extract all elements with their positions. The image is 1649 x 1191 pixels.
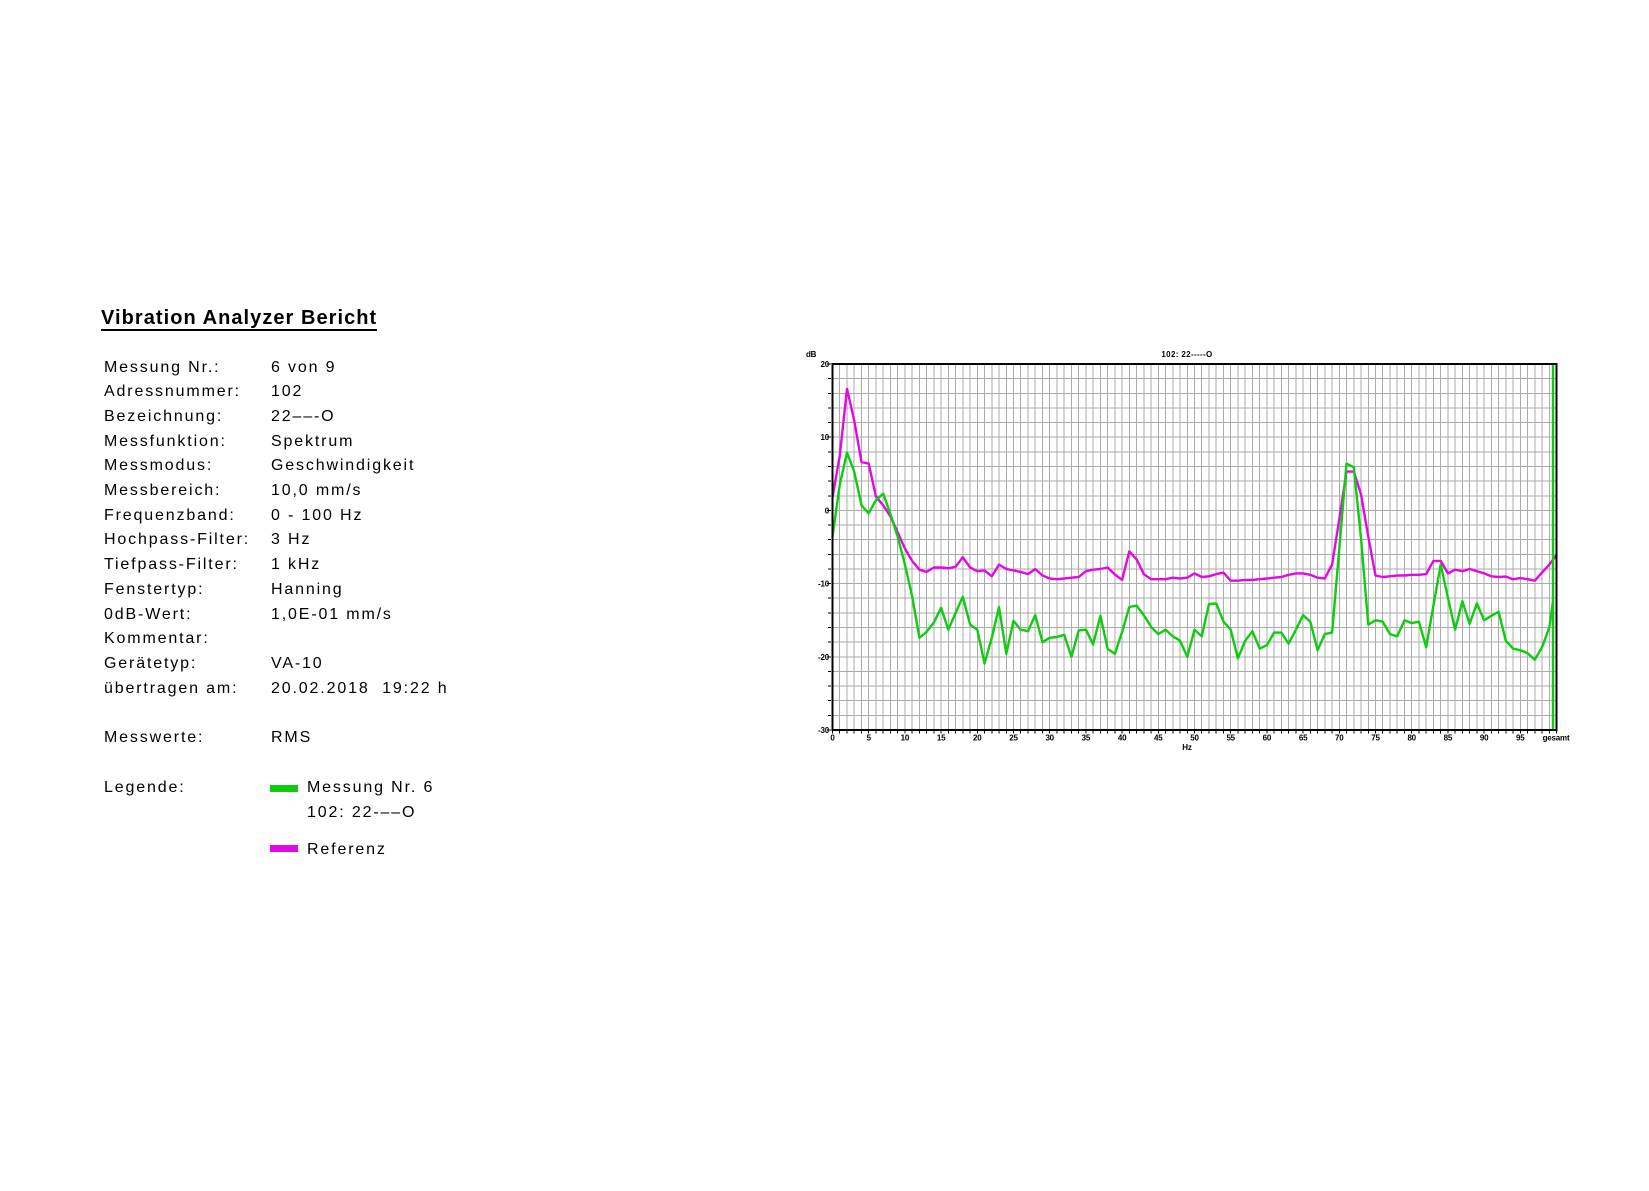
svg-text:55: 55 (1226, 734, 1235, 743)
svg-text:0: 0 (825, 506, 830, 515)
svg-text:5: 5 (867, 734, 872, 743)
svg-text:-20: -20 (818, 653, 830, 662)
svg-text:-30: -30 (818, 726, 830, 735)
svg-text:85: 85 (1444, 734, 1453, 743)
svg-text:30: 30 (1045, 734, 1054, 743)
svg-text:70: 70 (1335, 734, 1344, 743)
svg-text:10: 10 (821, 433, 830, 442)
svg-text:45: 45 (1154, 734, 1163, 743)
svg-text:102: 22-----O: 102: 22-----O (1161, 350, 1212, 359)
svg-text:0: 0 (830, 734, 835, 743)
svg-text:75: 75 (1371, 734, 1380, 743)
svg-text:50: 50 (1190, 734, 1199, 743)
svg-text:-10: -10 (818, 580, 830, 589)
svg-text:40: 40 (1118, 734, 1127, 743)
svg-text:90: 90 (1480, 734, 1489, 743)
svg-text:95: 95 (1516, 734, 1525, 743)
svg-text:dB: dB (806, 350, 817, 359)
svg-text:gesamt: gesamt (1543, 734, 1570, 743)
svg-text:Hz: Hz (1182, 743, 1192, 752)
svg-text:35: 35 (1082, 734, 1091, 743)
svg-text:20: 20 (973, 734, 982, 743)
svg-text:80: 80 (1407, 734, 1416, 743)
svg-text:60: 60 (1263, 734, 1272, 743)
svg-text:65: 65 (1299, 734, 1308, 743)
svg-text:10: 10 (901, 734, 910, 743)
svg-text:25: 25 (1009, 734, 1018, 743)
svg-text:20: 20 (821, 360, 830, 369)
svg-text:15: 15 (937, 734, 946, 743)
